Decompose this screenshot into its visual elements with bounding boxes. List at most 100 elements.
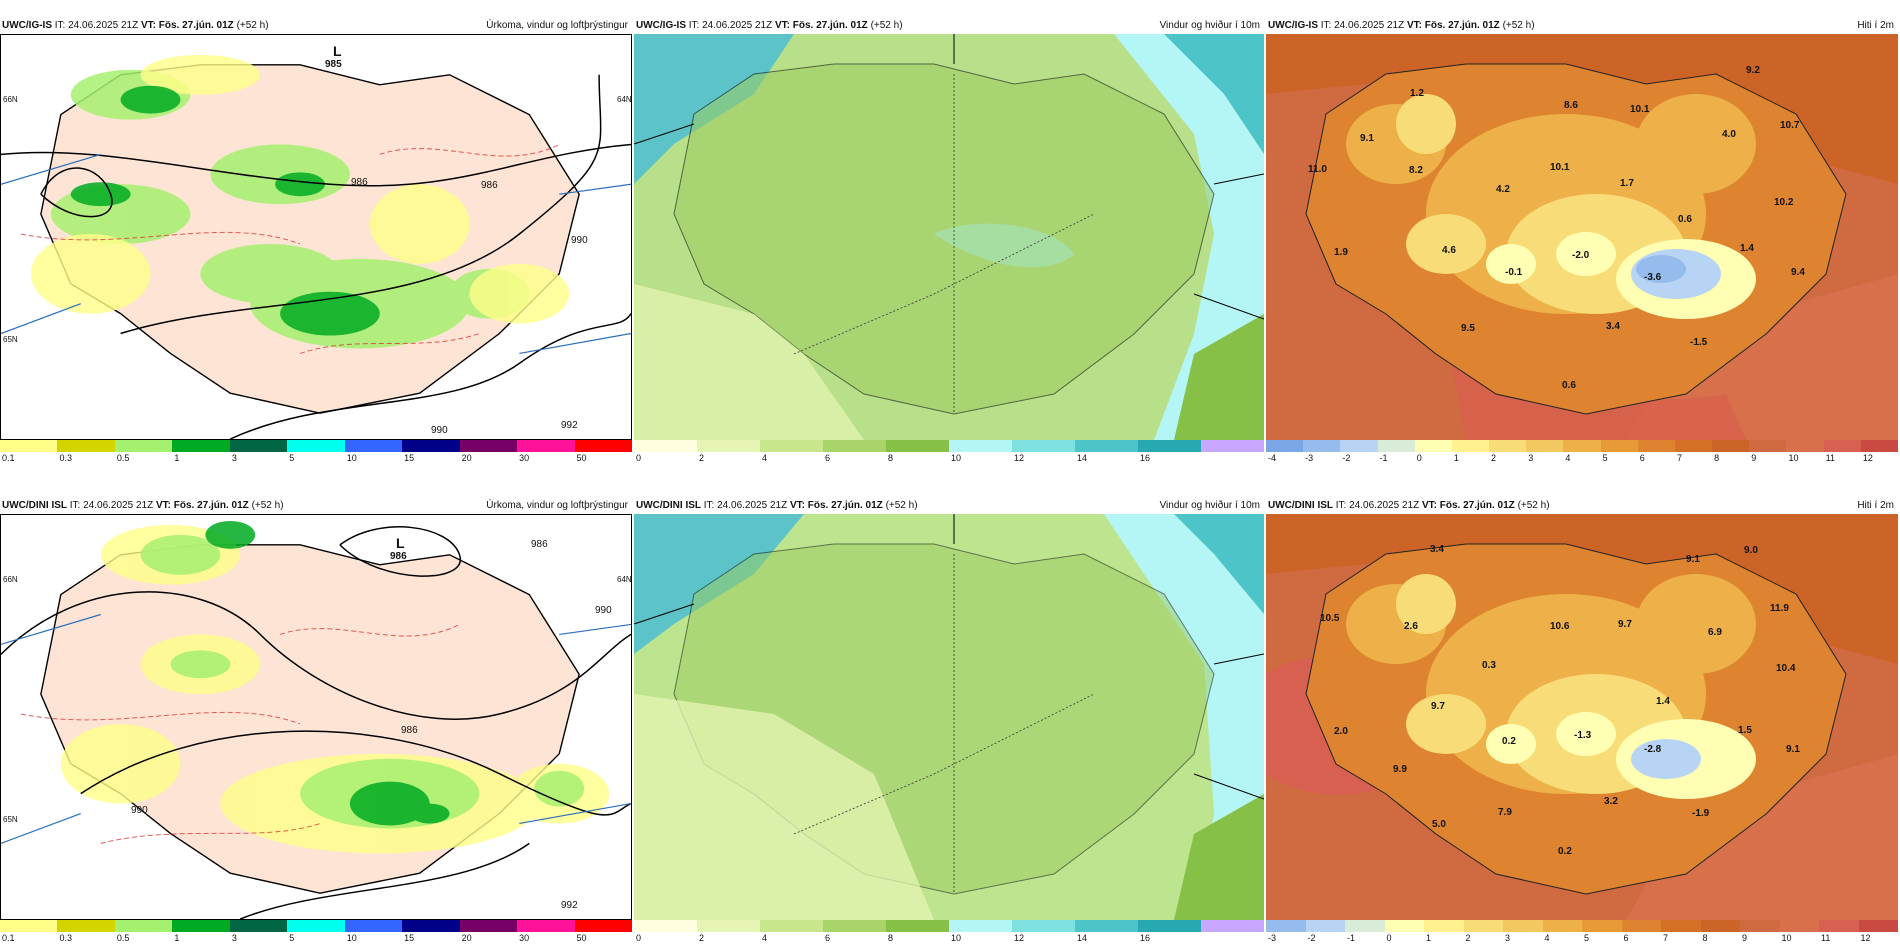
legend-tick-label: 6 (1639, 453, 1645, 463)
temp-value: 1.7 (1620, 178, 1634, 189)
legend-tick-label: 0 (1386, 933, 1392, 943)
panel-precip-igis: UWC/IG-IS IT: 24.06.2025 21Z VT: Fös. 27… (0, 18, 632, 464)
panel-header: UWC/IG-IS IT: 24.06.2025 21Z VT: Fös. 27… (636, 20, 1260, 31)
legend-swatch (344, 920, 403, 932)
temp-value: 10.4 (1776, 663, 1796, 674)
temp-value: 7.9 (1498, 807, 1512, 818)
legend-swatch (402, 440, 460, 452)
legend-ticks: 0 2 4 6 8 10 12 14 16 (634, 932, 1264, 944)
legend-tick-label: 7 (1663, 933, 1669, 943)
legend-swatch (1712, 440, 1750, 452)
low-pressure-label: L (333, 43, 342, 59)
low-pressure-value: 985 (325, 59, 342, 70)
color-legend (634, 440, 1264, 452)
temp-value: 0.2 (1558, 846, 1572, 857)
temp-value: 10.5 (1320, 613, 1340, 624)
isobar-label: 990 (131, 805, 148, 816)
legend-swatch (1823, 440, 1861, 452)
isobar-label: 986 (401, 725, 418, 736)
temp-value: 9.1 (1686, 554, 1700, 565)
lat-label: 66N (3, 575, 18, 584)
temp-value: 1.5 (1738, 725, 1752, 736)
legend-swatch (0, 920, 58, 932)
legend-tick-label: 5 (289, 933, 295, 943)
temp-value: 11.9 (1770, 603, 1789, 614)
temp-value: 8.2 (1409, 165, 1423, 176)
legend-swatch (287, 920, 345, 932)
legend-tick-label: 0 (1416, 453, 1422, 463)
legend-swatch (1600, 440, 1638, 452)
legend-swatch (1451, 440, 1490, 452)
isobar-label: 992 (561, 420, 578, 431)
temp-value: 1.9 (1334, 247, 1348, 258)
legend-tick-label: -1 (1379, 453, 1388, 463)
legend-tick-label: 4 (1565, 453, 1571, 463)
legend-swatch (823, 920, 886, 932)
temp-value: -1.3 (1574, 730, 1592, 741)
legend-tick-label: 1 (1453, 453, 1459, 463)
legend-swatch (172, 440, 230, 452)
legend-tick-label: 6 (825, 933, 831, 943)
legend-swatch (574, 440, 632, 452)
legend-swatch (1463, 920, 1503, 932)
map-precip: L 985 986 986 990 992 990 66N 65N 64N (0, 34, 632, 440)
legend-tick-label: -2 (1342, 453, 1351, 463)
legend-tick-label: 10 (346, 933, 357, 943)
temp-value: -3.6 (1644, 272, 1662, 283)
legend-swatch (1201, 440, 1264, 452)
legend-tick-label: 15 (404, 933, 415, 943)
legend-tick-label: 8 (888, 453, 894, 463)
legend-tick-label: 4 (762, 453, 768, 463)
isobar-label: 986 (481, 180, 498, 191)
legend-swatch (1012, 440, 1075, 452)
temp-value: -2.8 (1644, 744, 1662, 755)
legend-tick-label: -2 (1307, 933, 1316, 943)
color-legend (0, 920, 632, 932)
legend-swatch (1819, 920, 1859, 932)
legend-swatch (1621, 920, 1661, 932)
temp-value: 9.5 (1461, 323, 1475, 334)
legend-tick-label: 9 (1742, 933, 1748, 943)
legend-tick-label: 0.5 (116, 453, 130, 463)
legend-swatch (1786, 440, 1824, 452)
map-wind (634, 514, 1264, 920)
legend-swatch (1700, 920, 1740, 932)
legend-tick-label: 0.5 (116, 933, 130, 943)
legend-tick-label: 8 (1702, 933, 1708, 943)
legend-swatch (229, 920, 288, 932)
legend-swatch (886, 440, 949, 452)
legend-swatch (1414, 440, 1452, 452)
legend-ticks: 0.1 0.3 0.5 1 3 5 10 15 20 30 50 (0, 932, 632, 944)
legend-swatch (114, 440, 173, 452)
temp-value: 0.2 (1502, 736, 1516, 747)
legend-swatch (1674, 440, 1713, 452)
color-legend (1266, 920, 1898, 932)
legend-swatch (949, 920, 1012, 932)
legend-swatch (1345, 920, 1385, 932)
legend-swatch (634, 920, 697, 932)
temp-value: -1.5 (1690, 337, 1708, 348)
legend-tick-label: 10 (1781, 933, 1792, 943)
legend-swatch (1637, 440, 1675, 452)
isobar-label: 990 (431, 425, 448, 436)
temp-value: 10.1 (1550, 162, 1570, 173)
legend-swatch (517, 440, 575, 452)
legend-tick-label: 12 (1862, 453, 1873, 463)
legend-tick-label: 1 (1426, 933, 1432, 943)
legend-tick-label: 15 (404, 453, 415, 463)
temp-value: 9.0 (1744, 545, 1758, 556)
legend-tick-label: 2 (1465, 933, 1471, 943)
low-pressure-label: L (396, 535, 405, 551)
temp-value: 9.7 (1618, 619, 1632, 630)
legend-swatch (1201, 920, 1264, 932)
temp-value: 0.6 (1562, 380, 1576, 391)
legend-tick-label: 20 (461, 453, 472, 463)
temp-value: 9.7 (1431, 701, 1445, 712)
legend-swatch (114, 920, 173, 932)
temp-value: 9.1 (1786, 744, 1800, 755)
legend-tick-label: 6 (1623, 933, 1629, 943)
legend-swatch (1661, 920, 1701, 932)
legend-tick-label: 1 (174, 933, 180, 943)
legend-swatch (1542, 920, 1582, 932)
legend-swatch (886, 920, 949, 932)
